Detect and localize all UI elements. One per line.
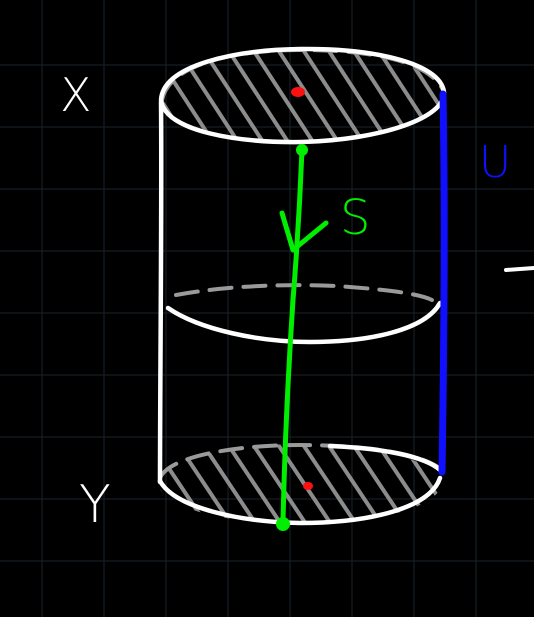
green-path-s bbox=[276, 144, 329, 531]
top-center-point bbox=[291, 87, 305, 97]
middle-rim-front bbox=[165, 300, 443, 345]
bottom-rim-front bbox=[157, 475, 443, 526]
dashed-rims bbox=[158, 47, 446, 480]
edge-dash-mark bbox=[504, 266, 534, 272]
bottom-rim-back-dashed bbox=[158, 442, 444, 480]
green-start-point bbox=[296, 144, 308, 156]
left-side-line bbox=[157, 99, 164, 485]
down-arrow-icon bbox=[279, 210, 329, 253]
label-s: S bbox=[340, 190, 370, 246]
middle-rim-back-dashed bbox=[174, 283, 434, 302]
green-end-point bbox=[276, 517, 290, 531]
blue-side-line bbox=[438, 90, 448, 476]
green-path-line bbox=[280, 147, 305, 525]
bottom-rim-back-solid bbox=[327, 443, 443, 473]
bottom-center-point bbox=[303, 482, 313, 490]
label-y: Y bbox=[79, 475, 111, 535]
label-u: U bbox=[479, 137, 511, 188]
label-x: X bbox=[60, 68, 92, 122]
bottom-disk-hatching bbox=[159, 444, 441, 524]
